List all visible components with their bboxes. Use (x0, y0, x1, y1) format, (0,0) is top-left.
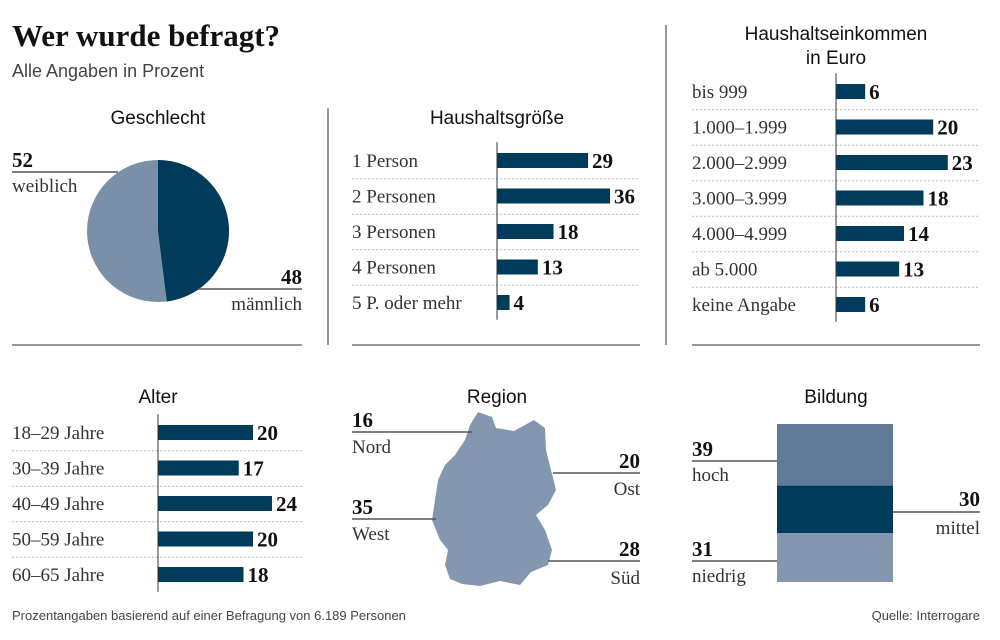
age-title: Alter (138, 387, 178, 408)
bar-label: 5 P. oder mehr (352, 293, 462, 314)
region-value-nord: 16 (352, 408, 373, 432)
bar-value: 6 (869, 80, 880, 104)
bar-value: 29 (592, 149, 613, 173)
bar (836, 84, 866, 99)
bar-label: 1.000–1.999 (692, 118, 787, 139)
bar-value: 4 (514, 291, 525, 315)
pie-slice-maennlich (158, 160, 230, 302)
bar-value: 20 (257, 528, 278, 552)
germany-map (432, 412, 556, 586)
bar-label: bis 999 (692, 82, 747, 103)
gender-title: Geschlecht (110, 108, 206, 129)
education-value-mittel: 30 (959, 487, 980, 511)
bar-label: 50–59 Jahre (12, 530, 104, 551)
bar (158, 531, 253, 547)
bar-label: keine Angabe (692, 295, 796, 316)
bar-value: 18 (927, 187, 948, 211)
bar (497, 295, 510, 310)
region-value-west: 35 (352, 495, 373, 519)
source: Quelle: Interrogare (872, 608, 980, 623)
region-value-sued: 28 (619, 537, 640, 561)
bar-label: 18–29 Jahre (12, 423, 104, 444)
page-subtitle: Alle Angaben in Prozent (12, 61, 204, 81)
education-label-mittel: mittel (936, 518, 980, 539)
bar-value: 13 (903, 258, 924, 282)
region-label-sued: Süd (610, 568, 640, 589)
bar (497, 224, 554, 239)
bar (497, 153, 589, 168)
region-title: Region (467, 387, 527, 408)
bar (497, 188, 611, 204)
bar-label: ab 5.000 (692, 260, 757, 281)
stack-segment-niedrig (777, 533, 893, 582)
bar (497, 259, 538, 275)
bar-value: 20 (937, 116, 958, 140)
bar-label: 2 Personen (352, 187, 436, 208)
bar (836, 226, 905, 241)
bar (836, 297, 866, 312)
region-label-west: West (352, 524, 390, 545)
bar-value: 20 (257, 421, 278, 445)
bar-label: 60–65 Jahre (12, 565, 104, 586)
gender-pie (87, 160, 230, 302)
region-label-ost: Ost (614, 479, 641, 500)
pie-value-maennlich: 48 (281, 265, 302, 289)
bar-label: 30–39 Jahre (12, 459, 104, 480)
bar (836, 119, 934, 135)
education-label-niedrig: niedrig (692, 566, 746, 587)
household-size-chart: 1 Person 29 2 Personen 36 3 Personen 18 4 Pers… (352, 142, 640, 320)
bar-label: 4.000–4.999 (692, 224, 787, 245)
bar-label: 3 Personen (352, 222, 436, 243)
stack-segment-mittel (777, 485, 893, 534)
pie-label-maennlich: männlich (231, 294, 302, 315)
bar-value: 14 (908, 222, 930, 246)
bar-value: 18 (248, 563, 269, 587)
pie-label-weiblich: weiblich (12, 176, 78, 197)
bar-value: 6 (869, 293, 880, 317)
education-stacked-bar (777, 424, 893, 582)
footnote: Prozentangaben basierend auf einer Befra… (12, 608, 406, 623)
page-title: Wer wurde befragt? (12, 18, 280, 53)
bar-value: 36 (614, 185, 635, 209)
education-title: Bildung (804, 387, 867, 408)
bar-label: 2.000–2.999 (692, 153, 787, 174)
household-size-title: Haushaltsgröße (430, 108, 564, 129)
education-label-hoch: hoch (692, 465, 729, 486)
bar-value: 13 (542, 256, 563, 280)
bar-value: 23 (952, 151, 973, 175)
education-value-hoch: 39 (692, 437, 713, 461)
bar-value: 18 (558, 220, 579, 244)
bar (158, 460, 239, 476)
bar-value: 17 (243, 457, 264, 481)
bar (836, 190, 924, 206)
bar (158, 425, 253, 440)
bar-value: 24 (276, 492, 298, 516)
education-value-niedrig: 31 (692, 537, 713, 561)
bar-label: 40–49 Jahre (12, 494, 104, 515)
bar (836, 261, 900, 277)
region-value-ost: 20 (619, 449, 640, 473)
bar-label: 4 Personen (352, 258, 436, 279)
bar-label: 1 Person (352, 151, 418, 172)
income-title-line1: Haushaltseinkommen (745, 24, 928, 45)
bar-label: 3.000–3.999 (692, 189, 787, 210)
bar (836, 155, 948, 170)
bar (158, 496, 272, 511)
stack-segment-hoch (777, 424, 893, 486)
region-label-nord: Nord (352, 437, 392, 458)
income-chart: bis 999 6 1.000–1.999 20 2.000–2.999 23 3.000–… (692, 73, 980, 322)
bar (158, 567, 244, 582)
income-title-line2: in Euro (806, 48, 866, 69)
age-chart: 18–29 Jahre 20 30–39 Jahre 17 40–49 Jahre 24 5… (12, 414, 302, 592)
pie-value-weiblich: 52 (12, 148, 33, 172)
